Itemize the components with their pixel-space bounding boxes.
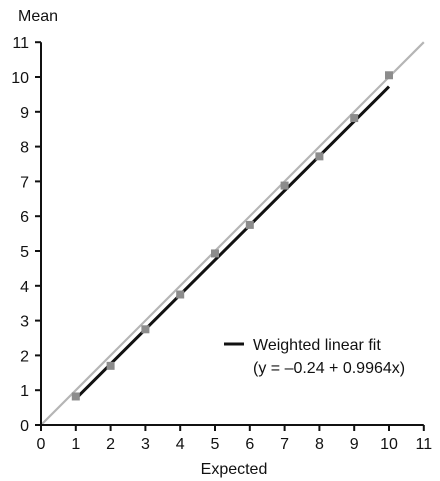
y-axis-title: Mean: [18, 8, 58, 25]
y-tick-label: 4: [20, 279, 29, 296]
x-axis-title: Expected: [201, 461, 268, 478]
data-point: [245, 220, 254, 229]
x-tick-label: 3: [141, 436, 150, 453]
fit-line: [74, 85, 391, 400]
data-point: [106, 361, 115, 370]
y-tick-label: 9: [20, 105, 29, 122]
data-point: [211, 249, 219, 258]
points-layer: [71, 71, 393, 401]
x-tick-label: 9: [350, 436, 359, 453]
x-tick-label: 11: [415, 436, 432, 453]
x-tick-label: 8: [315, 436, 324, 453]
x-tick-label: 2: [106, 436, 115, 453]
x-tick-label: 1: [71, 436, 80, 453]
y-tick-label: 7: [20, 174, 29, 191]
y-tick-label: 10: [11, 70, 29, 87]
identity-line: [40, 41, 425, 426]
legend-equation: (y = –0.24 + 0.9964x): [253, 360, 405, 377]
x-tick-label: 6: [245, 436, 254, 453]
fit-line-layer: [74, 85, 391, 400]
x-tick-label: 0: [37, 436, 46, 453]
identity-line-layer: [40, 41, 425, 426]
y-tick-label: 5: [20, 244, 29, 261]
y-tick-label: 3: [20, 314, 29, 331]
x-tick-label: 4: [176, 436, 185, 453]
y-tick-label: 0: [20, 418, 29, 435]
y-tick-label: 8: [20, 140, 29, 157]
y-ticks: 0 1 2 3 4 5 6 7 8 9 10 11: [11, 35, 41, 435]
data-point: [141, 325, 150, 334]
legend-label: Weighted linear fit: [253, 337, 381, 354]
y-tick-label: 1: [20, 383, 29, 400]
y-tick-label: 6: [20, 209, 29, 226]
x-ticks: 0 1 2 3 4 5 6 7 8 9 10 11: [37, 425, 432, 453]
data-point: [315, 152, 324, 161]
x-tick-label: 10: [380, 436, 398, 453]
x-tick-label: 7: [280, 436, 289, 453]
data-point: [71, 392, 80, 401]
data-point: [176, 290, 185, 299]
data-point: [280, 181, 289, 190]
data-point: [385, 71, 393, 80]
data-point: [350, 114, 359, 123]
y-tick-label: 2: [20, 348, 29, 365]
x-tick-label: 5: [211, 436, 220, 453]
legend: Weighted linear fit (y = –0.24 + 0.9964x…: [224, 337, 405, 377]
axes: [40, 42, 424, 426]
y-tick-label: 11: [12, 35, 29, 52]
